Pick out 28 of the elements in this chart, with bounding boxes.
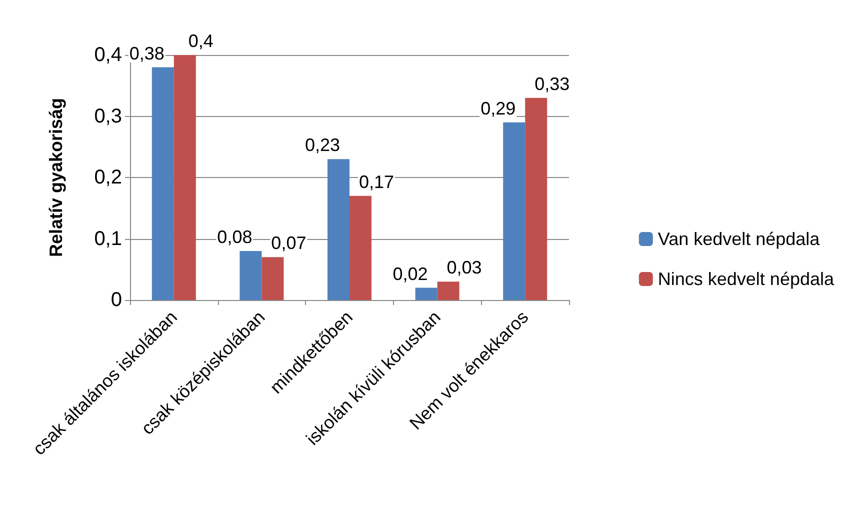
data-label: 0,07: [271, 233, 306, 254]
data-label: 0,02: [392, 264, 428, 284]
y-tick-label: 0,2: [94, 166, 122, 188]
data-label: 0,23: [304, 135, 340, 156]
y-tick-label: 0,4: [94, 44, 122, 66]
data-label: 0,03: [446, 258, 482, 278]
bar: [262, 257, 284, 300]
data-label: 0,08: [217, 227, 252, 247]
y-tick-label: 0: [110, 289, 122, 311]
data-label: 0,33: [534, 74, 570, 94]
data-label: 0,4: [188, 31, 214, 51]
bar: [240, 251, 262, 300]
bar: [152, 67, 174, 300]
y-axis-title: Relatív gyakoriság: [46, 98, 66, 258]
bar: [437, 282, 460, 300]
legend-label: Van kedvelt népdala: [658, 229, 821, 249]
y-tick-label: 0,1: [94, 228, 122, 250]
bar: [350, 196, 372, 300]
bar: [328, 159, 350, 300]
bar: [415, 288, 438, 300]
data-label: 0,17: [358, 172, 394, 192]
data-label: 0,38: [129, 43, 164, 64]
legend-label: Nincs kedvelt népdala: [658, 269, 835, 289]
bar: [174, 55, 196, 300]
data-label: 0,29: [480, 98, 516, 118]
y-tick-label: 0,3: [94, 105, 122, 128]
bar: [525, 98, 548, 300]
bar: [503, 122, 526, 300]
